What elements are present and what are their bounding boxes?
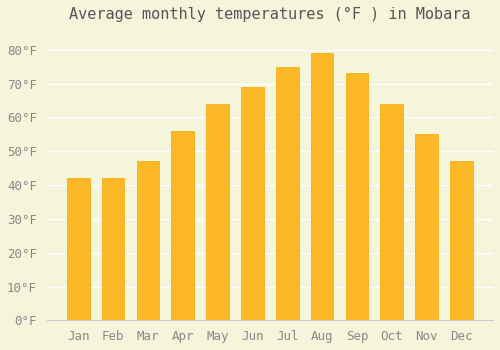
Bar [380, 104, 403, 320]
Bar [346, 74, 368, 320]
Bar [450, 161, 473, 320]
Bar [136, 161, 160, 320]
Bar [241, 87, 264, 320]
Bar [416, 134, 438, 320]
Bar [102, 178, 124, 320]
Bar [67, 178, 90, 320]
Bar [206, 104, 229, 320]
Title: Average monthly temperatures (°F ) in Mobara: Average monthly temperatures (°F ) in Mo… [69, 7, 470, 22]
Bar [172, 131, 194, 320]
Bar [276, 66, 298, 320]
Bar [311, 53, 334, 320]
